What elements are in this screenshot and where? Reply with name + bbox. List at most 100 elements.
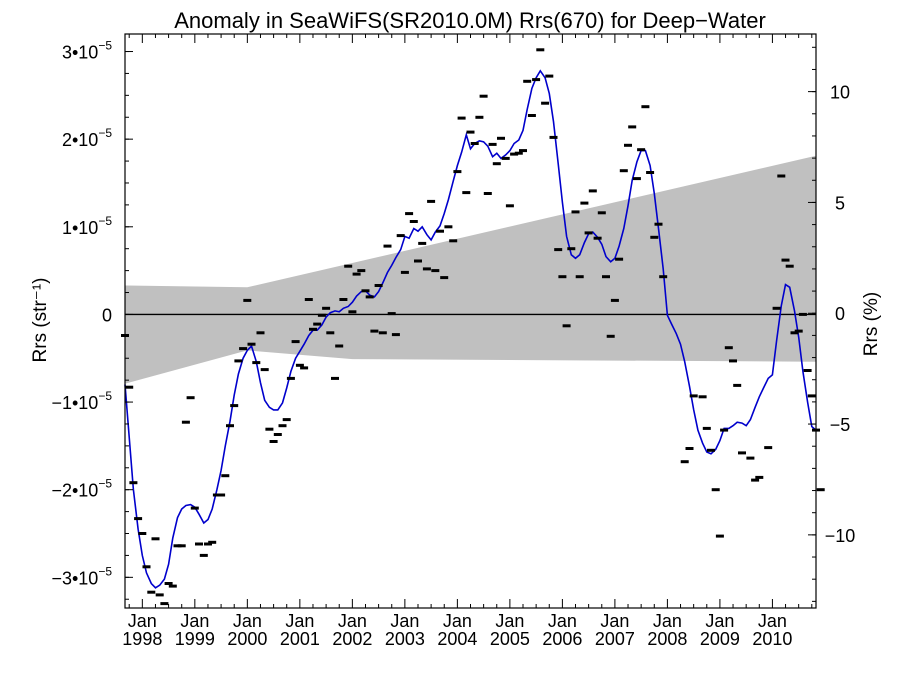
monthly-anomaly-point [378,331,387,335]
monthly-anomaly-point [195,542,203,546]
monthly-anomaly-point [470,142,479,145]
monthly-anomaly-point [751,478,760,482]
x-tick-year-label: 2010 [752,629,792,649]
monthly-anomaly-point [523,79,532,83]
monthly-anomaly-point [304,298,313,301]
monthly-anomaly-point [680,460,689,464]
monthly-anomaly-point [199,553,208,557]
y-left-tick-label: 0 [102,305,112,325]
monthly-anomaly-point [492,162,501,166]
monthly-anomaly-point [733,383,742,387]
x-tick-year-label: 2004 [437,629,477,649]
y-tick-exponent: −5 [98,389,112,403]
monthly-anomaly-point [497,136,505,140]
monthly-anomaly-point [479,94,488,98]
monthly-anomaly-point [554,248,563,252]
x-tick-month-label: Jan [705,611,734,631]
y-left-tick-label: 2•10−5 [62,126,112,150]
monthly-anomaly-point [444,225,453,229]
monthly-anomaly-point [632,177,641,181]
x-tick-month-label: Jan [285,611,314,631]
monthly-anomaly-point [309,327,317,331]
monthly-anomaly-point [273,433,282,436]
x-tick-month-label: Jan [338,611,367,631]
monthly-anomaly-point [414,259,422,263]
x-tick-year-label: 2008 [647,629,687,649]
monthly-anomaly-point [391,333,400,337]
monthly-anomaly-point [129,481,138,485]
monthly-anomaly-point [536,48,545,52]
monthly-anomaly-point [654,222,663,226]
y-tick-mantissa: −2•10 [51,481,98,501]
monthly-anomaly-point [772,306,781,310]
monthly-anomaly-point [646,171,655,174]
monthly-anomaly-point [138,532,147,535]
monthly-anomaly-point [707,448,715,452]
y-right-tick-labels: 10 5 0 −5 −10 [825,83,856,546]
monthly-anomaly-point [724,346,733,350]
monthly-anomaly-point [624,143,632,147]
monthly-anomaly-point [610,298,619,302]
x-tick-month-label: Jan [233,611,262,631]
monthly-anomaly-point [409,220,418,223]
monthly-anomaly-point [186,396,195,400]
monthly-anomaly-point [400,270,409,274]
monthly-anomaly-point [483,192,492,195]
y-right-tick-label: −10 [825,526,856,546]
y-left-tick-label: −1•10−5 [51,389,112,413]
y-tick-mantissa: 2•10 [62,130,98,150]
x-tick-year-label: 2005 [490,629,530,649]
monthly-anomaly-point [615,257,624,261]
x-tick-month-label: Jan [495,611,524,631]
monthly-anomaly-point [422,267,431,271]
monthly-anomaly-point [606,334,615,338]
monthly-anomaly-point [575,275,584,279]
y-right-tick-label: −5 [830,415,851,435]
monthly-anomaly-point [173,544,182,548]
x-tick-year-label: 1998 [122,629,162,649]
x-tick-month-label: Jan [758,611,787,631]
monthly-anomaly-point [562,324,571,328]
monthly-anomaly-point [226,424,234,428]
monthly-anomaly-point [588,189,597,193]
smoothed-anomaly-line [124,69,817,589]
monthly-anomaly-point [431,269,440,273]
monthly-anomaly-point [164,582,173,585]
monthly-anomaly-point [593,236,602,240]
monthly-anomaly-point [151,537,160,541]
x-tick-year-label: 1999 [175,629,215,649]
monthly-anomaly-point [602,275,610,279]
monthly-anomaly-point [527,114,536,117]
monthly-anomaly-point [168,584,177,588]
uncertainty-band-layer [125,155,816,384]
monthly-anomaly-point [300,366,309,370]
monthly-anomaly-point [711,488,720,492]
monthly-anomaly-point [265,427,274,431]
monthly-anomaly-point [580,201,589,205]
smoothed-line-layer [124,69,817,589]
monthly-anomaly-point [177,544,186,548]
y-left-tick-label: 3•10−5 [62,39,112,63]
monthly-markers-layer [121,48,825,606]
monthly-anomaly-point [286,376,295,380]
y-right-tick-label: 5 [835,193,845,213]
monthly-anomaly-point [260,368,269,372]
monthly-anomaly-point [790,331,799,335]
monthly-anomaly-point [475,115,484,119]
chart-title: Anomaly in SeaWiFS(SR2010.0M) Rrs(670) f… [174,8,766,33]
monthly-anomaly-point [322,306,331,310]
y-axis-label: Rrs (str⁻¹) [30,278,51,363]
monthly-anomaly-point [208,540,217,544]
monthly-anomaly-point [785,264,794,268]
y-tick-exponent: −5 [98,214,112,228]
y-left-tick-labels: 3•10−52•10−51•10−50−1•10−5−2•10−5−3•10−5 [51,39,112,589]
x-tick-month-label: Jan [653,611,682,631]
monthly-anomaly-point [405,212,414,216]
y2-axis-label: Rrs (%) [861,292,882,356]
monthly-anomaly-point [514,151,523,155]
monthly-anomaly-point [147,590,156,594]
y-right-tick-label: 10 [830,83,850,103]
x-tick-year-label: 2007 [595,629,635,649]
monthly-anomaly-point [361,289,370,293]
